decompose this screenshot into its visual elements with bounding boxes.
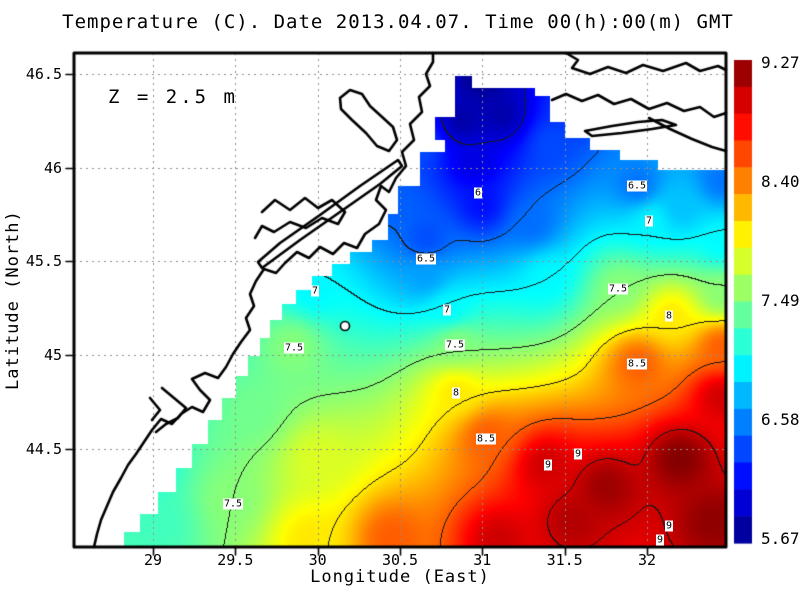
- x-tick-label: 31.5: [546, 551, 583, 569]
- colorbar-tick-label: 5.67: [761, 529, 800, 548]
- x-tick-label: 31: [473, 551, 492, 569]
- contour-label: 7.5: [222, 498, 244, 510]
- contour-label: 7: [644, 215, 654, 227]
- contour-label: 8.5: [475, 433, 497, 445]
- y-tick-label: 46.5: [25, 64, 62, 83]
- contour-label: 7.5: [444, 339, 466, 351]
- contour-label: 8: [664, 310, 674, 322]
- contour-label: 6.5: [415, 253, 437, 265]
- y-tick-label: 45: [43, 346, 62, 365]
- colorbar-tick-label: 6.58: [761, 410, 800, 429]
- depth-annotation: Z = 2.5 m: [108, 86, 238, 108]
- x-tick-label: 29: [143, 551, 163, 569]
- colorbar-tick-label: 8.40: [761, 172, 800, 191]
- contour-label: 8.5: [626, 358, 648, 370]
- contour-label: 6: [473, 187, 483, 199]
- contour-label: 7.5: [283, 342, 305, 354]
- contour-label: 9: [573, 448, 583, 460]
- contour-label: 7.5: [607, 283, 629, 295]
- contour-label: 9: [543, 459, 553, 471]
- x-tick-label: 30.5: [381, 551, 419, 569]
- contour-label: 7: [310, 285, 320, 297]
- chart-title: Temperature (C). Date 2013.04.07. Time 0…: [62, 11, 734, 33]
- contour-label: 7: [442, 304, 452, 316]
- y-tick-label: 45.5: [25, 252, 62, 271]
- x-tick-label: 29.5: [217, 551, 254, 569]
- x-tick-label: 30: [308, 551, 327, 569]
- colorbar-tick-label: 7.49: [761, 291, 800, 310]
- x-axis-label: Longitude (East): [310, 567, 490, 587]
- y-tick-label: 44.5: [25, 440, 62, 459]
- colorbar-tick-label: 9.27: [761, 53, 800, 72]
- contour-label: 6.5: [626, 180, 648, 192]
- contour-label: 9: [664, 520, 674, 532]
- y-axis-label: Latitude (North): [3, 210, 23, 390]
- x-tick-label: 32: [637, 551, 656, 569]
- contour-label: 9: [655, 534, 665, 546]
- contour-label: 8: [451, 387, 461, 399]
- y-tick-label: 46: [43, 158, 62, 177]
